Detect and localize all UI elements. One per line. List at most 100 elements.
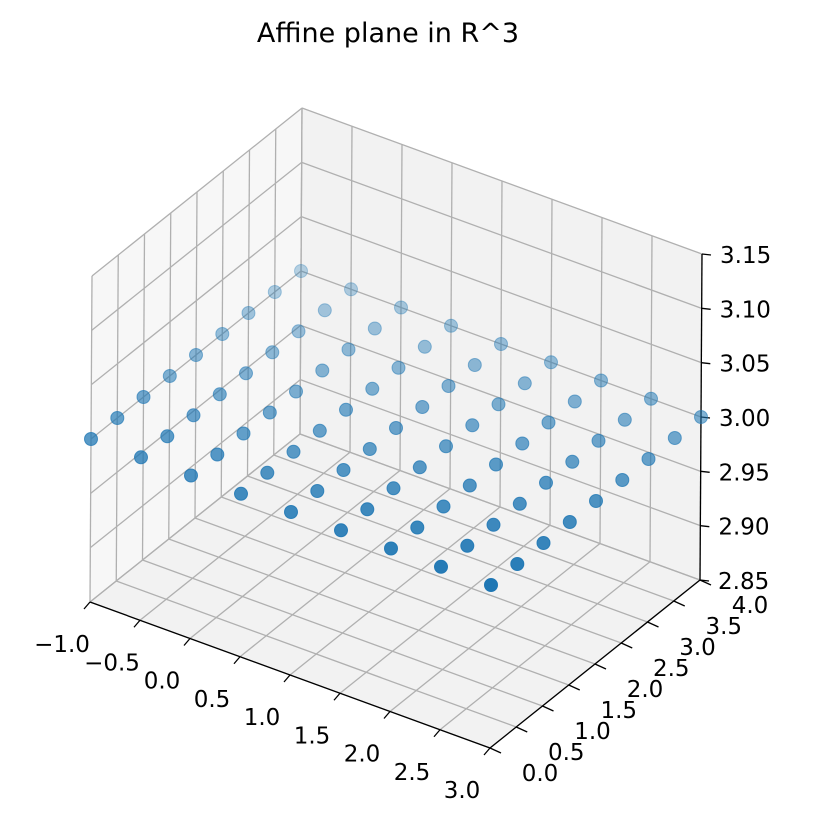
scatter-point xyxy=(134,450,148,465)
scatter-point xyxy=(512,496,527,511)
grid-line-z-back xyxy=(300,379,701,527)
chart-title: Affine plane in R^3 xyxy=(257,18,519,49)
scatter-point xyxy=(234,486,248,501)
y-tick-mark xyxy=(489,747,502,754)
x-tick-label: 3.0 xyxy=(444,778,481,804)
scatter-point xyxy=(267,285,282,299)
z-tick-mark xyxy=(701,362,711,365)
z-tick-mark xyxy=(700,470,710,473)
scatter-point xyxy=(417,339,432,354)
scatter-point xyxy=(365,381,380,396)
scatter-point xyxy=(491,397,506,412)
grid-line-y-floor xyxy=(116,580,517,728)
scatter-point xyxy=(294,264,308,278)
scatter-point xyxy=(641,452,656,466)
scatter-point xyxy=(84,432,98,446)
scatter-point xyxy=(341,342,356,357)
scatter-point xyxy=(484,578,498,592)
y-tick-label: 1.0 xyxy=(574,719,611,745)
scatter-point xyxy=(289,384,303,399)
scatter-point xyxy=(694,410,708,424)
scatter-point xyxy=(462,478,477,493)
y-tick-mark xyxy=(594,663,607,670)
scatter-point xyxy=(186,408,201,423)
grid-line-y-floor xyxy=(142,559,543,707)
z-tick-label: 3.10 xyxy=(720,297,771,323)
scatter-point xyxy=(517,376,532,391)
z-tick-label: 3.00 xyxy=(719,406,770,432)
scatter-point xyxy=(189,348,203,362)
scatter-point xyxy=(565,454,580,469)
scatter-point xyxy=(415,400,430,414)
scatter-point xyxy=(286,444,301,459)
tick-labels: −1.0−0.50.00.51.01.52.02.53.00.00.51.01.… xyxy=(34,243,771,804)
scatter-point xyxy=(265,345,280,360)
scatter-point xyxy=(510,557,525,571)
grid-line-y-floor xyxy=(221,496,622,644)
z-tick-mark xyxy=(701,253,712,256)
scatter-point xyxy=(310,484,325,498)
grid-line-z-left xyxy=(91,161,303,331)
x-tick-mark xyxy=(333,692,341,701)
grid-line-z-back xyxy=(301,216,702,364)
x-tick-mark xyxy=(283,674,291,683)
scatter-point xyxy=(239,366,253,381)
grid-line-z-left xyxy=(90,216,302,386)
scatter-point xyxy=(544,355,558,370)
scatter-point xyxy=(317,303,332,318)
x-tick-mark xyxy=(83,601,91,610)
scatter-point xyxy=(617,412,632,427)
scatter-point xyxy=(539,475,553,490)
y-tick-mark xyxy=(542,705,554,712)
x-tick-mark xyxy=(233,656,241,665)
scatter-point xyxy=(644,391,658,406)
x-tick-label: 1.0 xyxy=(244,705,281,731)
scatter-point xyxy=(591,433,606,448)
scatter-point xyxy=(410,520,425,535)
y-tick-label: 2.0 xyxy=(627,677,664,703)
y-tick-label: 0.0 xyxy=(522,761,559,787)
scatter-point xyxy=(162,369,177,383)
scatter-point xyxy=(412,460,427,475)
scatter-point xyxy=(541,415,556,430)
grid-line-z-back xyxy=(299,433,701,581)
scatter-point xyxy=(362,442,377,456)
y-tick-label: 0.5 xyxy=(548,740,585,766)
scatter-point xyxy=(515,436,530,451)
scatter-point xyxy=(439,439,453,454)
scatter-point xyxy=(184,468,198,483)
scatter-point xyxy=(489,457,503,472)
scatter-point xyxy=(460,538,475,553)
y-tick-mark xyxy=(647,621,659,628)
z-tick-label: 2.90 xyxy=(718,515,769,541)
scatter-point xyxy=(160,429,175,444)
y-tick-mark xyxy=(673,600,686,607)
y-tick-label: 2.5 xyxy=(653,656,690,682)
z-tick-label: 2.95 xyxy=(719,460,770,486)
y-tick-label: 3.0 xyxy=(679,635,716,661)
x-tick-mark xyxy=(383,711,391,719)
grid-line-y-floor xyxy=(194,517,596,665)
scatter-point xyxy=(391,360,406,375)
scatter-point xyxy=(441,379,456,393)
scatter-point xyxy=(589,494,603,508)
scatter-point xyxy=(444,318,458,333)
scatter-point xyxy=(110,411,125,425)
scatter-point xyxy=(467,358,482,372)
y-tick-mark xyxy=(515,726,528,733)
scatter-point xyxy=(394,300,408,315)
grid-line-z-back xyxy=(301,161,702,309)
scatter-point xyxy=(291,324,306,339)
grid-line-y-floor xyxy=(168,538,569,686)
scatter-point xyxy=(389,421,403,435)
grid-line-y-floor xyxy=(273,454,674,602)
y-tick-label: 1.5 xyxy=(600,698,637,724)
scatter-point xyxy=(384,541,398,556)
scatter-point xyxy=(210,447,225,462)
z-tick-mark xyxy=(699,579,710,582)
scatter-point xyxy=(260,465,275,480)
grid-line-y-floor xyxy=(247,475,648,623)
scatter-point xyxy=(262,405,277,420)
scatter-point xyxy=(284,505,298,519)
